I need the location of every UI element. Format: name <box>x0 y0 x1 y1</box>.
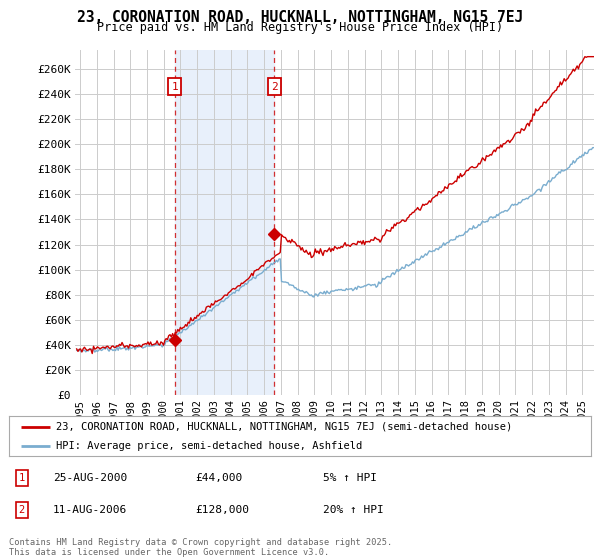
Bar <box>175 50 274 395</box>
Text: 23, CORONATION ROAD, HUCKNALL, NOTTINGHAM, NG15 7EJ (semi-detached house): 23, CORONATION ROAD, HUCKNALL, NOTTINGHA… <box>56 422 512 432</box>
Text: Price paid vs. HM Land Registry's House Price Index (HPI): Price paid vs. HM Land Registry's House … <box>97 21 503 34</box>
Text: 11-AUG-2006: 11-AUG-2006 <box>53 505 127 515</box>
Text: 5% ↑ HPI: 5% ↑ HPI <box>323 473 377 483</box>
Text: HPI: Average price, semi-detached house, Ashfield: HPI: Average price, semi-detached house,… <box>56 441 362 450</box>
Text: £44,000: £44,000 <box>195 473 242 483</box>
Text: 1: 1 <box>171 82 178 92</box>
Text: 2: 2 <box>271 82 278 92</box>
Text: 25-AUG-2000: 25-AUG-2000 <box>53 473 127 483</box>
Text: 1: 1 <box>19 473 25 483</box>
Text: Contains HM Land Registry data © Crown copyright and database right 2025.
This d: Contains HM Land Registry data © Crown c… <box>9 538 392 557</box>
Text: 20% ↑ HPI: 20% ↑ HPI <box>323 505 384 515</box>
Text: 23, CORONATION ROAD, HUCKNALL, NOTTINGHAM, NG15 7EJ: 23, CORONATION ROAD, HUCKNALL, NOTTINGHA… <box>77 10 523 25</box>
Text: £128,000: £128,000 <box>195 505 249 515</box>
Text: 2: 2 <box>19 505 25 515</box>
